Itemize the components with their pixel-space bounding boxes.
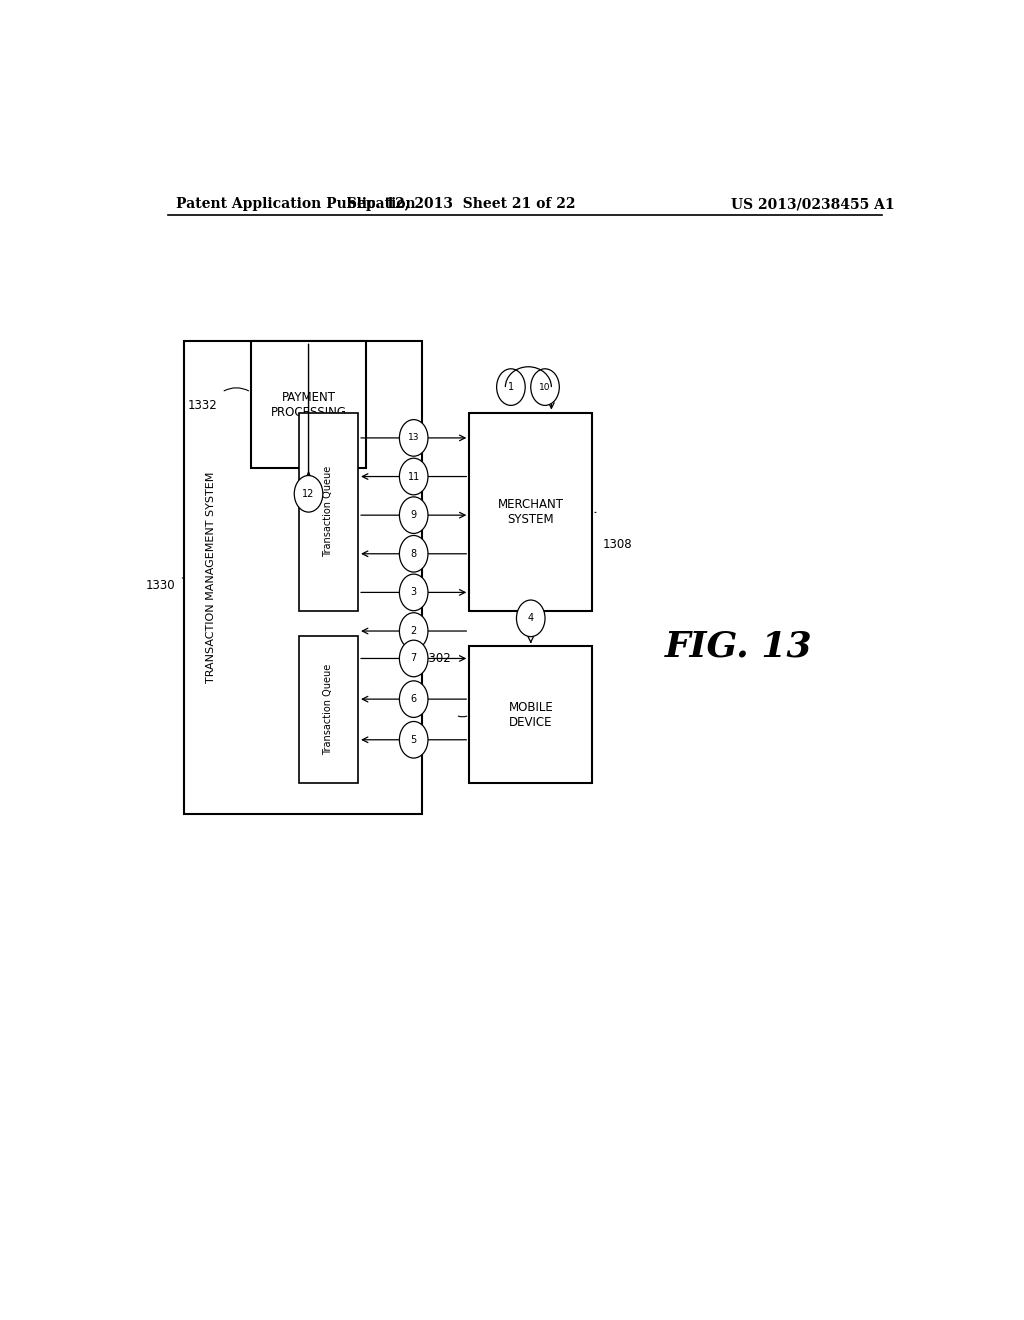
Text: MERCHANT
SYSTEM: MERCHANT SYSTEM: [498, 498, 564, 525]
Circle shape: [497, 368, 525, 405]
Circle shape: [399, 496, 428, 533]
Text: 1: 1: [508, 381, 514, 392]
Circle shape: [399, 612, 428, 649]
Bar: [469, 413, 592, 611]
Text: MOBILE
DEVICE: MOBILE DEVICE: [508, 701, 553, 729]
Text: 11: 11: [408, 471, 420, 482]
Text: 1308: 1308: [602, 539, 632, 552]
Text: 12: 12: [302, 488, 314, 499]
Text: Sep. 12, 2013  Sheet 21 of 22: Sep. 12, 2013 Sheet 21 of 22: [347, 197, 575, 211]
Text: 1332: 1332: [188, 399, 218, 412]
Text: 5: 5: [411, 735, 417, 744]
Text: 6: 6: [411, 694, 417, 704]
Text: 8: 8: [411, 549, 417, 558]
Circle shape: [294, 475, 323, 512]
Bar: [299, 636, 358, 784]
Text: 1330: 1330: [146, 578, 176, 591]
Circle shape: [516, 601, 545, 636]
Text: Transaction Queue: Transaction Queue: [324, 466, 334, 557]
Text: 4: 4: [527, 614, 534, 623]
Text: US 2013/0238455 A1: US 2013/0238455 A1: [731, 197, 895, 211]
Text: PAYMENT
PROCESSING: PAYMENT PROCESSING: [270, 391, 346, 418]
Text: 7: 7: [411, 653, 417, 664]
Bar: [469, 647, 592, 784]
Text: Transaction Queue: Transaction Queue: [324, 664, 334, 755]
Text: 1302: 1302: [422, 652, 452, 665]
Text: TRANSACTION MANAGEMENT SYSTEM: TRANSACTION MANAGEMENT SYSTEM: [206, 471, 216, 682]
Text: FIG. 13: FIG. 13: [666, 630, 813, 663]
Circle shape: [399, 681, 428, 718]
Bar: [251, 342, 367, 469]
Text: 13: 13: [408, 433, 420, 442]
Circle shape: [399, 536, 428, 572]
Circle shape: [399, 574, 428, 611]
Circle shape: [399, 722, 428, 758]
Text: 2: 2: [411, 626, 417, 636]
Text: 10: 10: [540, 383, 551, 392]
Text: 3: 3: [411, 587, 417, 598]
Circle shape: [399, 420, 428, 457]
Circle shape: [399, 640, 428, 677]
Bar: [183, 342, 422, 814]
Text: 9: 9: [411, 510, 417, 520]
Bar: [299, 413, 358, 611]
Text: Patent Application Publication: Patent Application Publication: [176, 197, 416, 211]
Circle shape: [399, 458, 428, 495]
Circle shape: [530, 368, 559, 405]
